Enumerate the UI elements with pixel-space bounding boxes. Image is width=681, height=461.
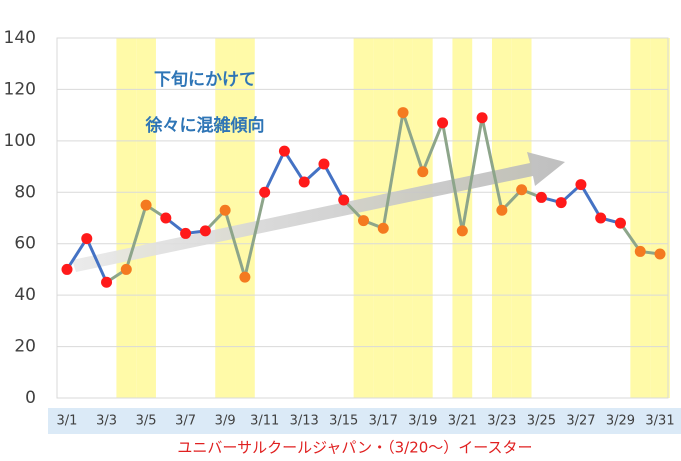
highlight-band xyxy=(650,38,670,398)
line-segment xyxy=(579,183,602,219)
x-tick-label: 3/31 xyxy=(645,414,674,429)
highlight-band xyxy=(491,38,512,398)
x-tick-label: 3/11 xyxy=(250,414,279,429)
x-tick-label: 3/23 xyxy=(487,414,516,429)
y-tick-label: 80 xyxy=(14,182,36,202)
highlight-band xyxy=(412,38,433,398)
x-tick-label: 3/25 xyxy=(527,414,556,429)
highlight-band xyxy=(393,38,413,398)
x-tick-label: 3/29 xyxy=(606,414,635,429)
highlight-band xyxy=(373,38,394,398)
highlight-band xyxy=(511,38,532,398)
line-segment xyxy=(401,112,425,173)
x-label-strip xyxy=(48,408,681,434)
data-point xyxy=(496,204,508,216)
highlight-band xyxy=(630,38,651,398)
data-point xyxy=(516,184,528,196)
line-segment xyxy=(381,112,405,229)
annotation: 下旬にかけて xyxy=(154,69,256,90)
data-point xyxy=(239,271,251,283)
data-point xyxy=(417,166,429,178)
y-tick-label: 100 xyxy=(4,131,36,151)
data-point xyxy=(555,197,567,209)
x-tick-label: 3/9 xyxy=(215,414,236,429)
data-point xyxy=(397,107,409,119)
line-segment xyxy=(85,237,108,283)
data-point xyxy=(575,179,587,191)
highlight-band xyxy=(136,38,156,398)
x-axis-title: ユニバーサルクールジャパン・（3/20～）イースター xyxy=(177,439,532,457)
data-point xyxy=(278,145,290,157)
data-point xyxy=(199,225,211,237)
y-tick-label: 0 xyxy=(25,388,36,408)
data-point xyxy=(120,263,132,275)
y-tick-label: 120 xyxy=(4,79,36,99)
line-segment xyxy=(480,117,504,211)
x-tick-label: 3/17 xyxy=(369,414,398,429)
data-point xyxy=(180,227,192,239)
data-point xyxy=(101,276,113,288)
x-tick-label: 3/27 xyxy=(566,414,595,429)
x-tick-label: 3/7 xyxy=(175,414,196,429)
x-tick-label: 3/13 xyxy=(290,414,319,429)
line-segment xyxy=(223,209,247,278)
x-tick-label: 3/15 xyxy=(329,414,358,429)
highlight-band xyxy=(235,38,255,398)
trend-arrow xyxy=(72,152,565,272)
highlight-band xyxy=(116,38,137,398)
line-segment xyxy=(421,122,444,173)
data-point xyxy=(377,222,389,234)
x-tick-label: 3/21 xyxy=(448,414,477,429)
data-point xyxy=(614,217,626,229)
line-segment xyxy=(283,150,306,183)
y-tick-label: 20 xyxy=(14,337,36,357)
data-point xyxy=(318,158,330,170)
data-point xyxy=(634,245,646,257)
data-point xyxy=(81,233,93,245)
data-point xyxy=(259,186,271,198)
highlight-band xyxy=(452,38,473,398)
data-point xyxy=(338,194,350,206)
data-point xyxy=(476,112,488,124)
line-segment xyxy=(460,117,484,232)
line-segment xyxy=(243,191,267,278)
x-tick-label: 3/1 xyxy=(57,414,78,429)
y-tick-label: 140 xyxy=(4,28,36,48)
data-point xyxy=(654,248,666,260)
y-tick-label: 40 xyxy=(14,285,36,305)
annotation: 徐々に混雑傾向 xyxy=(145,115,265,136)
line-segment xyxy=(65,237,89,271)
data-point xyxy=(535,191,547,203)
data-point xyxy=(160,212,172,224)
line-segment xyxy=(441,122,464,232)
highlight-band xyxy=(215,38,236,398)
data-point xyxy=(61,263,73,275)
x-tick-label: 3/5 xyxy=(136,414,157,429)
data-point xyxy=(219,204,231,216)
x-tick-label: 3/3 xyxy=(96,414,117,429)
data-point xyxy=(358,215,369,227)
x-tick-label: 3/19 xyxy=(408,414,437,429)
line-segment xyxy=(619,222,642,253)
line-segment xyxy=(263,150,286,193)
line-segment xyxy=(124,204,148,270)
line-segment xyxy=(322,163,346,201)
data-point xyxy=(298,176,310,188)
data-point xyxy=(456,225,468,237)
data-point xyxy=(595,212,607,224)
data-point xyxy=(437,117,449,129)
data-point xyxy=(140,199,152,211)
y-tick-label: 60 xyxy=(14,234,36,254)
